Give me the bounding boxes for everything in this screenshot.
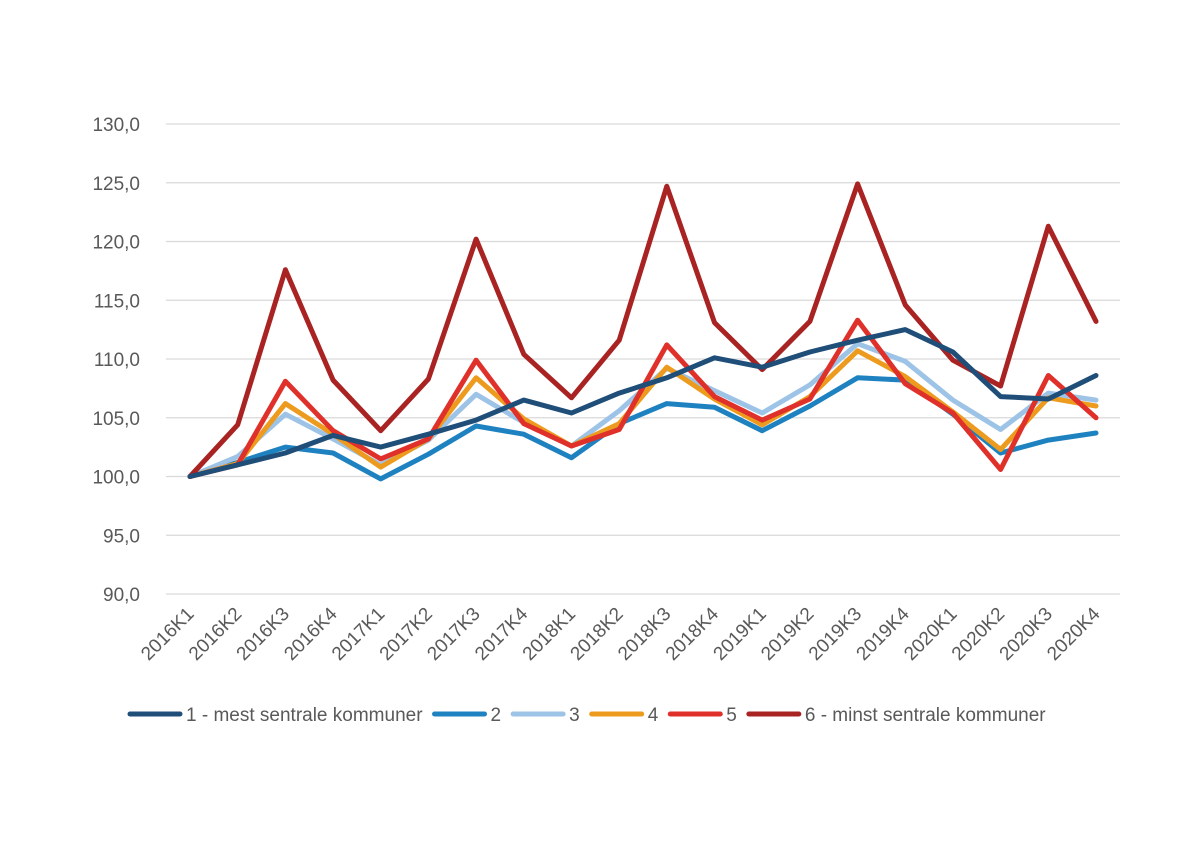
legend-label: 6 - minst sentrale kommuner: [805, 705, 1046, 726]
y-axis-tick-labels: 90,0 95,0 100,0 105,0 110,0 115,0 120,0 125,0 13…: [92, 115, 140, 606]
legend-label: 5: [726, 705, 737, 726]
gridlines: [166, 123, 1120, 595]
y-tick-label: 125,0: [92, 174, 140, 195]
legend-label: 2: [491, 705, 502, 726]
y-tick-label: 120,0: [92, 233, 140, 254]
series-line-1: [187, 327, 1099, 479]
legend-item-4: 4: [589, 705, 659, 726]
legend-label: 3: [569, 705, 580, 726]
y-tick-label: 95,0: [103, 526, 140, 547]
series-lines: [187, 181, 1099, 482]
y-tick-label: 110,0: [94, 350, 140, 371]
x-tick-label: 2020K4: [1043, 603, 1104, 664]
legend-item-1: 1 - mest sentrale kommuner: [127, 705, 423, 726]
legend-label: 4: [648, 705, 659, 726]
legend-item-5: 5: [667, 705, 737, 726]
legend: 1 - mest sentrale kommuner 2 3 4 5 6 - minst …: [127, 705, 1046, 726]
y-tick-label: 115,0: [94, 291, 140, 312]
y-tick-label: 100,0: [92, 468, 140, 489]
legend-item-3: 3: [510, 705, 580, 726]
y-tick-label: 130,0: [92, 115, 140, 136]
legend-label: 1 - mest sentrale kommuner: [186, 705, 423, 726]
x-axis-tick-labels: 2016K12016K22016K32016K42017K12017K22017…: [137, 603, 1104, 664]
y-tick-label: 90,0: [103, 585, 140, 606]
y-tick-label: 105,0: [92, 409, 140, 430]
legend-item-2: 2: [432, 705, 502, 726]
legend-item-6: 6 - minst sentrale kommuner: [746, 705, 1046, 726]
